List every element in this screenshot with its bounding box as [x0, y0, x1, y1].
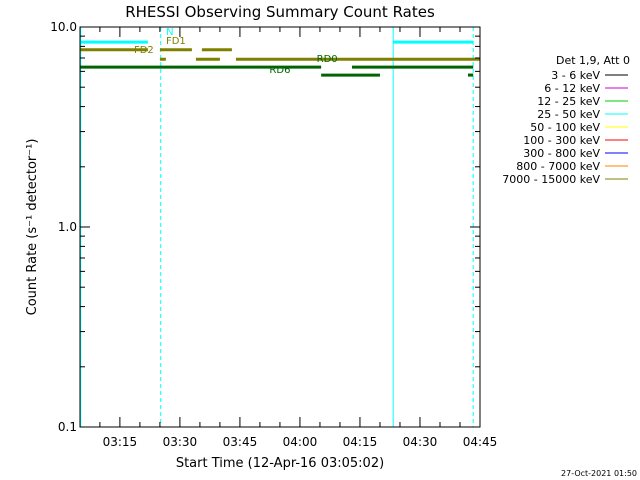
y-tick-label: 0.1: [58, 420, 77, 434]
legend-entry-label: 12 - 25 keV: [537, 95, 600, 108]
x-tick-label: 04:45: [463, 435, 498, 449]
chart-title: RHESSI Observing Summary Count Rates: [125, 3, 435, 21]
y-axis: 0.1 1.0 10.0: [50, 20, 480, 434]
y-tick-label: 1.0: [58, 220, 77, 234]
x-tick-label: 03:15: [103, 435, 138, 449]
x-tick-label: 04:30: [403, 435, 438, 449]
plot-frame: [79, 26, 481, 428]
flag-label-fd1: FD1: [166, 36, 186, 47]
legend-entry-label: 6 - 12 keV: [544, 82, 600, 95]
legend-title: Det 1,9, Att 0: [556, 54, 630, 67]
flag-label-rd6: RD6: [269, 65, 290, 76]
legend-entry-label: 3 - 6 keV: [551, 69, 600, 82]
legend-entry-label: 7000 - 15000 keV: [502, 173, 600, 186]
x-axis: 03:15 03:30 03:45 04:00 04:15 04:30 04:45: [99, 27, 498, 449]
x-tick-label: 04:15: [343, 435, 378, 449]
flag-label-n: N: [166, 27, 173, 38]
legend-entry-label: 100 - 300 keV: [523, 134, 600, 147]
flag-label-fd2: FD2: [134, 45, 154, 56]
x-tick-label: 04:00: [283, 435, 318, 449]
footer-timestamp: 27-Oct-2021 01:50: [561, 469, 637, 478]
x-tick-label: 03:45: [223, 435, 258, 449]
flag-label-rd0: RD0: [317, 54, 338, 65]
y-tick-label: 10.0: [50, 20, 77, 34]
legend-entry-label: 50 - 100 keV: [530, 121, 600, 134]
legend-entry-label: 800 - 7000 keV: [516, 160, 600, 173]
legend-entry-label: 300 - 800 keV: [523, 147, 600, 160]
y-axis-label: Count Rate (s⁻¹ detector⁻¹): [25, 139, 40, 316]
x-tick-label: 03:30: [163, 435, 198, 449]
legend-entry-label: 25 - 50 keV: [537, 108, 600, 121]
x-axis-label: Start Time (12-Apr-16 03:05:02): [176, 456, 384, 471]
